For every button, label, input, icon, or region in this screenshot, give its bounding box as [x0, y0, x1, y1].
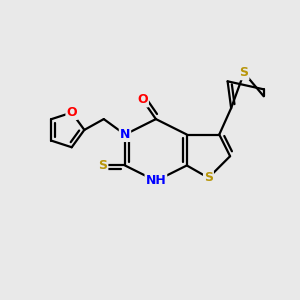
Text: NH: NH — [146, 174, 166, 188]
Text: S: S — [204, 171, 213, 184]
Text: S: S — [239, 66, 248, 79]
Text: O: O — [66, 106, 77, 119]
Text: N: N — [120, 128, 130, 141]
Text: O: O — [137, 93, 148, 106]
Text: S: S — [98, 159, 107, 172]
